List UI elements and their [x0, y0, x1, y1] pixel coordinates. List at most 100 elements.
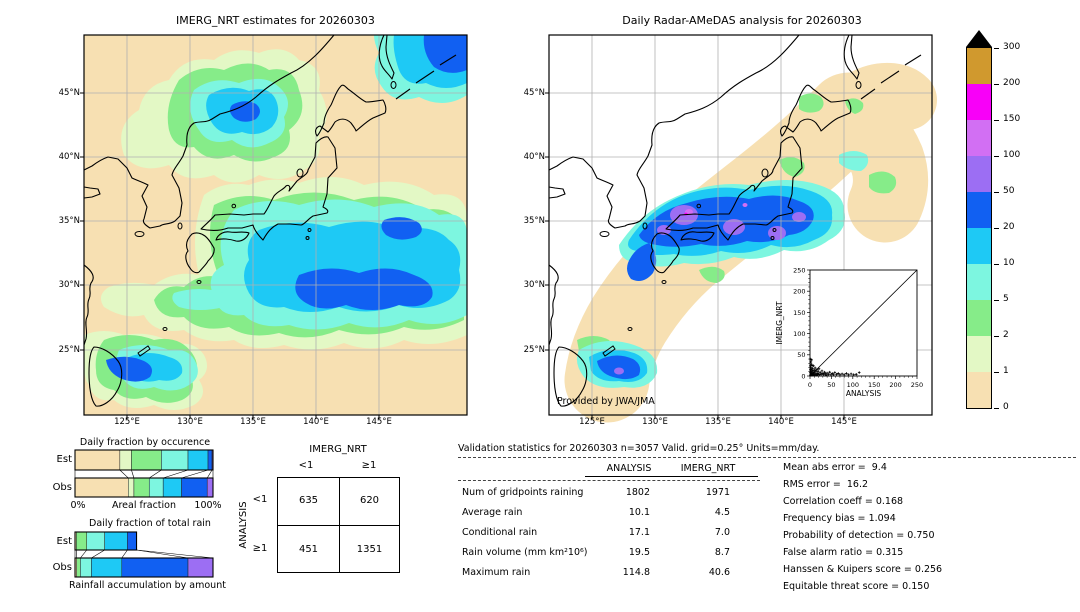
- fraction-segment-blue: [207, 449, 213, 471]
- occurrence-x0-label: 0%: [70, 500, 86, 511]
- score-hk: Hanssen & Kuipers score = 0.256: [783, 564, 942, 575]
- colorbar-segment: [967, 48, 991, 84]
- one-to-one-line: [809, 269, 918, 377]
- scatter-point: [811, 369, 815, 372]
- totalrain-caption: Rainfall accumulation by amount: [69, 580, 226, 591]
- inset-axes: 00 50 50 100 100 150 150 200 200 250 250: [793, 266, 923, 389]
- lat-tick-label: 45°N: [58, 88, 80, 98]
- contingency-row-label-ge1: ≥1: [252, 543, 268, 554]
- colorbar-segment: [967, 300, 991, 336]
- colorbar-tick-label: 150: [1003, 114, 1021, 124]
- left-map-border: [83, 34, 468, 416]
- colorbar-tick: [994, 228, 999, 230]
- lat-tick-label: 40°N: [523, 152, 545, 162]
- scatter-point: [828, 370, 831, 374]
- occurrence-obs-label: Obs: [52, 482, 72, 493]
- colorbar-segment: [967, 264, 991, 300]
- score-pod: Probability of detection = 0.750: [783, 530, 935, 541]
- fraction-bar-outline: [74, 557, 214, 578]
- fraction-segment-cyan: [187, 449, 209, 471]
- contingency-cell-11: 1351: [356, 544, 383, 555]
- scatter-point: [816, 370, 820, 373]
- axis-ticks: [80, 92, 380, 419]
- scatter-point: [824, 373, 828, 377]
- lat-tick-label: 25°N: [523, 345, 545, 355]
- fraction-segment-blue: [121, 557, 189, 578]
- scatter-point: [813, 366, 817, 370]
- colorbar-tick-label: 2: [1003, 330, 1009, 340]
- stat-row-label: Conditional rain: [462, 527, 538, 538]
- score-label: Correlation coeff =: [783, 496, 873, 507]
- fraction-segment-palegreen: [119, 449, 132, 471]
- left-map-title: IMERG_NRT estimates for 20260303: [176, 14, 375, 27]
- colorbar: 0 1 2 5 10 20 50 100 150 200 300: [966, 30, 1078, 430]
- contingency-col-title: IMERG_NRT: [309, 444, 367, 455]
- inset-x-tick-label: 0: [808, 381, 812, 389]
- scatter-point: [852, 373, 855, 377]
- score-label: Mean abs error =: [783, 462, 866, 473]
- lat-tick-label: 35°N: [58, 216, 80, 226]
- lat-tick-label: 40°N: [58, 152, 80, 162]
- totalrain-obs-label: Obs: [52, 562, 72, 573]
- stat-row-imerg: 8.7: [714, 547, 730, 558]
- score-value: 0.315: [876, 547, 904, 558]
- fraction-segment-tan: [74, 449, 121, 471]
- scatter-point: [827, 373, 830, 376]
- scatter-point: [854, 373, 858, 376]
- lon-tick-label: 125°E: [579, 417, 605, 427]
- scatter-point: [847, 373, 850, 377]
- fraction-segment-blue: [127, 531, 137, 551]
- contingency-table: 635 620 451 1351: [277, 477, 400, 573]
- fraction-segment-purple: [187, 557, 214, 578]
- colorbar-tick-label: 0: [1003, 402, 1009, 412]
- lon-tick-label: 130°E: [177, 417, 203, 427]
- scatter-point: [825, 371, 829, 375]
- colorbar-tick: [994, 192, 999, 194]
- fraction-segment-lightcyan: [80, 557, 92, 578]
- stat-row-label: Num of gridpoints raining: [462, 487, 584, 498]
- scatter-point: [809, 369, 813, 373]
- scatter-point: [809, 360, 813, 364]
- contingency-cell-01: 620: [359, 495, 380, 506]
- totalrain-est-label: Est: [56, 536, 72, 547]
- scatter-point: [810, 364, 814, 367]
- left-map: [80, 34, 468, 419]
- right-map-title: Daily Radar-AMeDAS analysis for 20260303: [622, 14, 862, 27]
- colorbar-segment: [967, 156, 991, 192]
- scatter-point: [815, 373, 818, 377]
- scatter-point: [814, 370, 818, 374]
- fraction-bar-outline: [74, 477, 214, 498]
- lat-tick-label: 25°N: [58, 345, 80, 355]
- colorbar-tick-label: 100: [1003, 150, 1021, 160]
- scatter-point: [823, 370, 826, 374]
- score-value: 16.2: [846, 479, 869, 490]
- credit-text: Provided by JWA/JMA: [557, 396, 655, 407]
- fraction-segment-green: [76, 557, 81, 578]
- divider-dashed-top: [458, 457, 1076, 458]
- stat-row-imerg: 1971: [705, 487, 730, 498]
- stat-row-analysis: 17.1: [628, 527, 650, 538]
- inset-y-tick-label: 150: [793, 309, 805, 317]
- colorbar-tick: [994, 300, 999, 302]
- contingency-row-label-lt1: <1: [252, 494, 268, 505]
- scatter-point: [812, 368, 816, 372]
- scatter-point: [832, 373, 835, 377]
- scatter-point: [830, 372, 834, 375]
- fraction-bar-outline: [74, 449, 214, 471]
- colorbar-tick: [994, 120, 999, 122]
- colorbar-tick: [994, 408, 999, 410]
- score-value: 0.168: [875, 496, 904, 507]
- score-value: 0.750: [907, 530, 935, 541]
- contingency-col-label-lt1: <1: [298, 460, 314, 471]
- validation-col-analysis: ANALYSIS: [606, 463, 652, 474]
- colorbar-outline: [966, 47, 992, 409]
- lon-tick-label: 130°E: [642, 417, 668, 427]
- lon-tick-label: 140°E: [303, 417, 329, 427]
- scatter-point: [820, 369, 824, 373]
- fraction-segment-blue: [181, 477, 208, 498]
- score-label: RMS error =: [783, 479, 841, 490]
- table-divider-horizontal: [278, 525, 399, 527]
- score-value: 0.150: [902, 581, 930, 592]
- score-far: False alarm ratio = 0.315: [783, 547, 903, 558]
